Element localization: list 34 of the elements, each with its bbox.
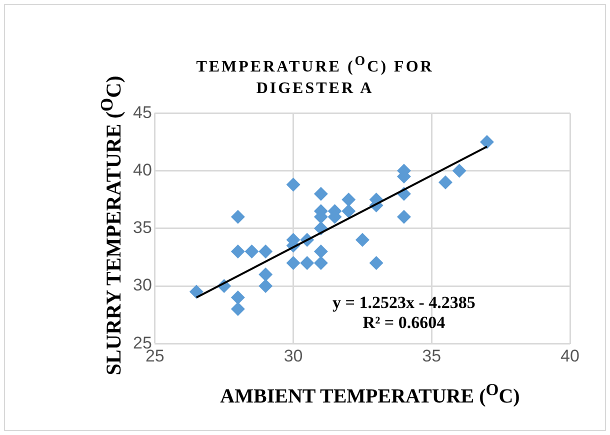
point — [314, 256, 328, 270]
y-tick-label: 40 — [132, 160, 152, 180]
point — [258, 279, 273, 293]
x-tick-label: 30 — [284, 346, 303, 366]
point — [230, 290, 245, 305]
y-tick-label: 45 — [132, 102, 152, 122]
point — [396, 210, 411, 224]
point — [286, 256, 300, 270]
annotation: y = 1.2523x - 4.2385 — [332, 292, 476, 312]
point — [369, 256, 384, 270]
point — [230, 210, 245, 224]
x-tick-label: 35 — [422, 346, 442, 366]
annotation: R² = 0.6604 — [362, 312, 446, 332]
point — [300, 256, 314, 270]
point — [452, 164, 466, 178]
y-tick-label: 30 — [132, 276, 152, 295]
point — [286, 178, 300, 192]
point — [230, 244, 245, 258]
point — [230, 302, 245, 316]
point — [480, 135, 494, 149]
x-tick-label: 40 — [560, 346, 580, 366]
point — [342, 192, 356, 207]
chart-title: TEMPERATURE ($^{O}$C) FOR DIGESTER A — [195, 52, 435, 100]
y-tick-label: 35 — [132, 218, 152, 238]
point — [258, 244, 273, 258]
point — [355, 232, 370, 247]
point — [438, 175, 452, 190]
point — [189, 284, 204, 299]
point — [258, 267, 273, 282]
x-axis-title: AMBIENT TEMPERATURE ($^{O}$C) — [219, 380, 521, 409]
point — [342, 204, 356, 218]
point — [314, 186, 328, 201]
point — [314, 244, 328, 258]
point — [244, 244, 259, 258]
